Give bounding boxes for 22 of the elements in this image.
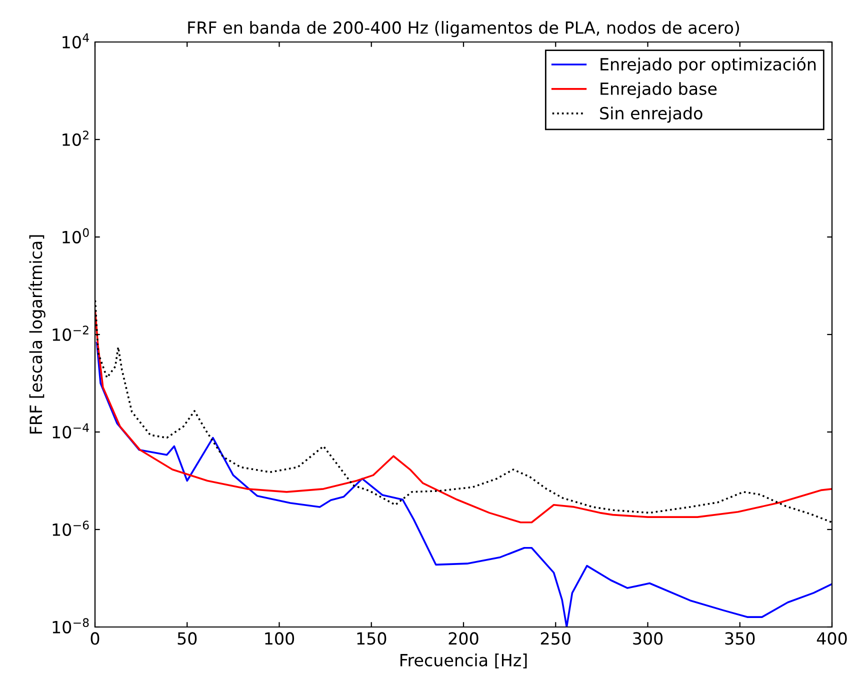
- x-tick-label: 300: [633, 632, 663, 645]
- chart-title: FRF en banda de 200-400 Hz (ligamentos de PLA, nodos de acero): [188, 21, 740, 38]
- y-tick-label: 10$^{−6}$: [52, 520, 89, 536]
- x-tick-label: 250: [540, 632, 570, 645]
- y-tick-label: 10$^{−8}$: [52, 618, 89, 634]
- legend-label: Sin enrejado: [600, 106, 702, 123]
- legend-label: Enrejado base: [600, 82, 717, 98]
- x-tick-label: 150: [357, 632, 386, 645]
- legend-label: Enrejado por optimización: [600, 57, 816, 74]
- x-tick-label: 400: [816, 632, 847, 645]
- y-axis-title: FRF [escala logarítmica]: [28, 235, 46, 434]
- x-tick-label: 50: [178, 632, 197, 645]
- x-tick-label: 100: [265, 632, 294, 645]
- x-tick-label: 350: [725, 632, 755, 645]
- y-tick-label: 10$^{4}$: [62, 33, 89, 48]
- y-tick-label: 10$^{−4}$: [52, 423, 89, 438]
- y-tick-label: 10$^{2}$: [62, 130, 88, 146]
- y-tick-label: 10$^{0}$: [62, 228, 89, 244]
- x-tick-label: 0: [90, 632, 100, 645]
- x-tick-label: 200: [448, 632, 478, 645]
- y-tick-label: 10$^{−2}$: [52, 326, 88, 341]
- x-axis-title: Frecuencia [Hz]: [400, 654, 527, 668]
